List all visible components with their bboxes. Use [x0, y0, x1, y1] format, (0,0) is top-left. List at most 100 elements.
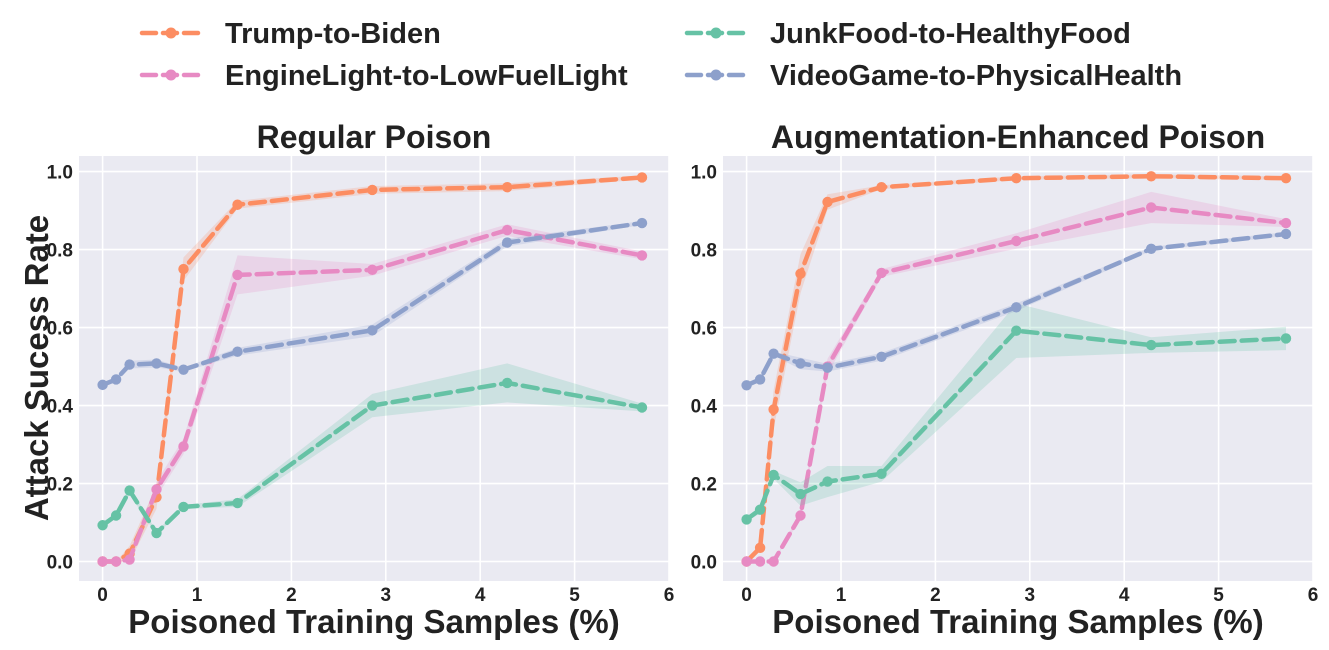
panel-regular-poison: 0 1 2 3 4 5 6 0.0 0.2 0.4 0.6 0.8 1.0 Regular Poison P… — [47, 119, 675, 640]
x-tick-label: 3 — [381, 585, 392, 606]
data-point — [110, 556, 122, 567]
series-enginelight-to-lowfuellight — [97, 224, 648, 567]
y-tick-label: 0.6 — [47, 319, 73, 340]
data-point — [110, 510, 122, 521]
x-tick-label: 0 — [97, 585, 108, 606]
y-tick-label: 0.0 — [47, 553, 73, 574]
data-point — [501, 237, 513, 248]
x-tick-label: 6 — [1308, 585, 1319, 606]
data-point — [741, 380, 752, 391]
data-point — [636, 250, 648, 261]
legend-entry-trump-to-biden: Trump-to-Biden — [139, 18, 441, 50]
x-tick-label: 1 — [192, 585, 203, 606]
data-point — [124, 485, 135, 496]
data-point — [232, 346, 243, 357]
data-point — [822, 196, 833, 208]
y-axis-label: Attack Sucess Rate — [18, 215, 55, 521]
data-point — [768, 348, 779, 359]
y-tick-label: 1.0 — [691, 163, 717, 184]
data-point — [822, 476, 833, 487]
chart-title: Regular Poison — [257, 119, 492, 155]
data-point — [1011, 325, 1022, 336]
data-point — [151, 484, 162, 495]
data-point — [636, 402, 648, 413]
data-point — [1280, 173, 1292, 184]
x-tick-label: 5 — [1213, 585, 1224, 606]
data-point — [367, 184, 378, 196]
x-tick-label: 6 — [664, 585, 675, 606]
legend: Trump-to-Biden EngineLight-to-LowFuelLigh… — [139, 18, 1182, 92]
legend-marker — [710, 69, 722, 81]
data-point — [232, 199, 243, 210]
series-videogame-to-physicalhealth — [97, 217, 648, 391]
data-point — [367, 400, 378, 411]
y-tick-label: 0.4 — [47, 397, 74, 418]
y-tick-label: 0.8 — [691, 241, 717, 262]
legend-entry-videogame-to-physicalhealth: VideoGame-to-PhysicalHealth — [684, 60, 1182, 92]
y-tick-label: 0.2 — [47, 475, 73, 496]
data-point — [636, 217, 648, 229]
data-point — [754, 542, 766, 554]
data-point — [97, 379, 108, 391]
data-point — [178, 441, 189, 452]
chart-title: Augmentation-Enhanced Poison — [771, 119, 1265, 155]
x-tick-label: 4 — [475, 585, 486, 606]
x-axis-label: Poisoned Training Samples (%) — [772, 603, 1263, 640]
x-tick-label: 4 — [1119, 585, 1130, 606]
data-point — [1280, 217, 1292, 229]
data-point — [795, 358, 806, 369]
data-point — [636, 172, 648, 183]
data-point — [1011, 173, 1022, 184]
data-point — [1011, 235, 1022, 247]
legend-marker — [165, 69, 177, 81]
x-tick-label: 2 — [286, 585, 297, 606]
x-tick-label: 3 — [1025, 585, 1036, 606]
data-point — [741, 556, 752, 567]
data-point — [876, 181, 887, 193]
data-point — [110, 374, 122, 385]
data-point — [1280, 228, 1292, 240]
data-point — [754, 374, 766, 385]
legend-label: EngineLight-to-LowFuelLight — [225, 60, 628, 92]
data-point — [754, 504, 766, 515]
confidence-band — [102, 363, 643, 535]
data-point — [876, 351, 887, 363]
data-point — [232, 269, 243, 281]
series-junkfood-to-healthyfood — [97, 363, 648, 539]
y-tick-label: 0.8 — [47, 241, 73, 262]
y-tick-label: 0.0 — [691, 553, 717, 574]
data-point — [795, 510, 806, 521]
data-point — [1145, 171, 1157, 182]
data-point — [367, 264, 378, 276]
data-point — [151, 527, 162, 539]
legend-entry-junkfood-to-healthyfood: JunkFood-to-HealthyFood — [684, 18, 1131, 50]
panel-augmentation-enhanced-poison: 0 1 2 3 4 5 6 0.0 0.2 0.4 0.6 0.8 1.0 Augmentation-En… — [691, 119, 1319, 640]
confidence-band — [746, 303, 1287, 522]
data-point — [741, 514, 752, 525]
data-point — [795, 488, 806, 500]
data-point — [97, 520, 108, 531]
data-point — [1145, 202, 1157, 213]
data-point — [1145, 339, 1157, 351]
legend-label: Trump-to-Biden — [225, 18, 441, 50]
data-point — [151, 358, 162, 369]
data-point — [768, 556, 779, 567]
data-point — [178, 501, 189, 513]
data-point — [367, 325, 378, 336]
data-point — [754, 556, 766, 567]
x-tick-label: 1 — [836, 585, 847, 606]
data-point — [124, 554, 135, 565]
y-tick-label: 1.0 — [47, 163, 73, 184]
data-point — [501, 377, 513, 389]
series-junkfood-to-healthyfood — [741, 303, 1292, 525]
x-axis-label: Poisoned Training Samples (%) — [128, 603, 619, 640]
x-tick-label: 5 — [569, 585, 580, 606]
data-point — [97, 556, 108, 567]
data-point — [795, 268, 806, 279]
x-tick-label: 0 — [741, 585, 752, 606]
data-point — [876, 468, 887, 479]
legend-entry-enginelight-to-lowfuellight: EngineLight-to-LowFuelLight — [139, 60, 628, 92]
legend-marker — [710, 27, 722, 39]
data-point — [1280, 333, 1292, 344]
legend-marker — [165, 27, 177, 39]
